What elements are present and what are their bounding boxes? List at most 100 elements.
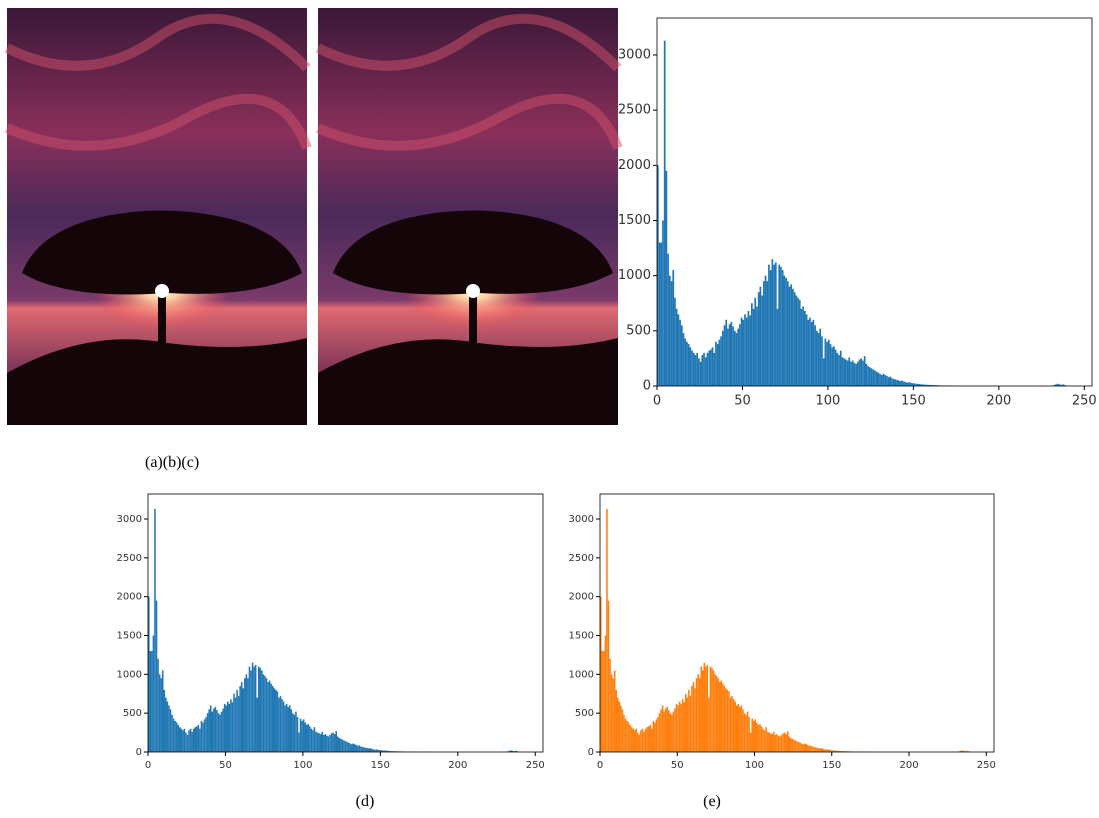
bar xyxy=(258,667,260,752)
bar xyxy=(737,329,739,386)
bar xyxy=(753,721,755,752)
bar xyxy=(802,307,804,386)
bar xyxy=(760,287,762,386)
bar xyxy=(908,382,910,386)
bar xyxy=(670,713,672,752)
bar xyxy=(805,744,807,752)
bar xyxy=(721,681,723,752)
bar xyxy=(216,710,218,752)
bar xyxy=(765,276,767,386)
bar xyxy=(815,747,817,752)
bar xyxy=(867,366,869,386)
bar xyxy=(826,342,828,386)
bar xyxy=(823,358,825,386)
bar xyxy=(792,289,794,386)
bar xyxy=(191,732,193,752)
bar xyxy=(215,707,217,752)
bar xyxy=(804,743,806,752)
bar xyxy=(705,357,707,386)
bar xyxy=(835,350,837,386)
bar xyxy=(828,340,830,386)
bar xyxy=(236,690,238,752)
bar xyxy=(606,509,608,752)
bar xyxy=(312,730,314,752)
bar xyxy=(779,736,781,752)
bar xyxy=(713,353,715,386)
bar xyxy=(199,729,201,752)
bar xyxy=(157,659,159,752)
bar xyxy=(225,705,227,752)
bar xyxy=(671,281,673,386)
bar xyxy=(711,668,713,752)
bar xyxy=(168,705,170,752)
bar xyxy=(150,651,152,752)
bar xyxy=(773,732,775,752)
bar xyxy=(739,707,741,752)
bar xyxy=(171,715,173,752)
x-tick-label: 250 xyxy=(526,760,545,771)
bar xyxy=(719,682,721,752)
bar xyxy=(751,303,753,386)
y-tick-label: 500 xyxy=(575,708,594,719)
bar xyxy=(224,704,226,752)
y-tick-label: 1000 xyxy=(618,268,651,283)
bar xyxy=(632,729,634,752)
bar xyxy=(884,375,886,386)
bar xyxy=(241,682,243,752)
bar xyxy=(850,362,852,386)
bar xyxy=(281,699,283,752)
bar xyxy=(301,721,303,752)
bar xyxy=(177,725,179,752)
bar xyxy=(869,367,871,386)
bar xyxy=(799,743,801,752)
bar xyxy=(811,322,813,386)
y-tick-label: 2500 xyxy=(569,553,594,564)
y-tick-label: 0 xyxy=(588,747,594,758)
bar xyxy=(249,667,251,752)
bar xyxy=(813,747,815,752)
bar xyxy=(772,734,774,752)
bar xyxy=(860,358,862,386)
bar xyxy=(669,276,671,386)
bar xyxy=(309,726,311,752)
bar xyxy=(660,243,662,386)
bar xyxy=(291,709,293,752)
bar xyxy=(298,733,300,752)
bar xyxy=(741,705,743,752)
bar xyxy=(608,601,610,752)
bar xyxy=(163,690,165,752)
bar xyxy=(913,383,915,386)
bar xyxy=(300,719,302,752)
bar xyxy=(173,719,175,752)
bar xyxy=(881,375,883,386)
bar xyxy=(901,380,903,386)
bar xyxy=(637,733,639,752)
bar xyxy=(845,360,847,386)
bar xyxy=(287,707,289,752)
x-tick-label: 200 xyxy=(899,760,918,771)
bar xyxy=(229,704,231,752)
bar xyxy=(631,727,633,752)
bar xyxy=(729,324,731,386)
bar xyxy=(739,324,741,386)
bar xyxy=(165,698,167,752)
bar xyxy=(830,344,832,386)
bar xyxy=(807,745,809,752)
x-tick-label: 50 xyxy=(219,760,232,771)
bar xyxy=(812,747,814,752)
bar xyxy=(809,318,811,386)
bar xyxy=(701,355,703,386)
bar xyxy=(247,678,249,752)
bar xyxy=(831,347,833,386)
bar xyxy=(746,318,748,386)
bar xyxy=(758,292,760,386)
bar xyxy=(284,705,286,752)
x-tick-label: 0 xyxy=(145,760,151,771)
bar xyxy=(681,325,683,386)
bar xyxy=(789,736,791,752)
bar xyxy=(331,733,333,752)
bar xyxy=(896,380,898,386)
bar xyxy=(685,694,687,752)
bar xyxy=(682,699,684,752)
bar xyxy=(801,743,803,752)
